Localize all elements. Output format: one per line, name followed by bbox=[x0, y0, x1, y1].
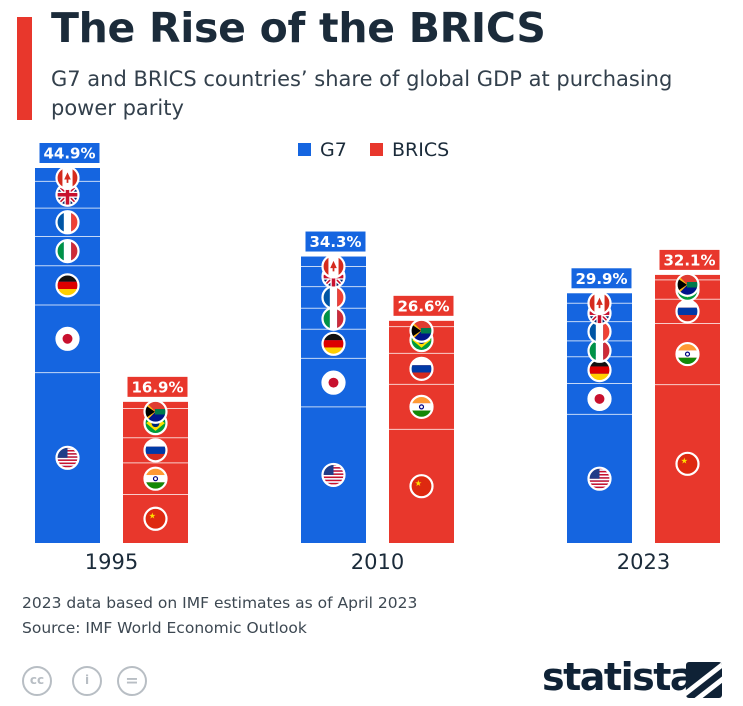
data-footnote: 2023 data based on IMF estimates as of A… bbox=[22, 594, 418, 612]
flag-france-icon bbox=[321, 285, 346, 310]
flag-united-states-icon bbox=[55, 445, 80, 470]
flag-south-africa-icon bbox=[675, 272, 700, 297]
source-note: Source: IMF World Economic Outlook bbox=[22, 619, 307, 637]
flag-germany-icon bbox=[321, 331, 346, 356]
chart-subtitle: G7 and BRICS countries’ share of global … bbox=[51, 67, 673, 120]
value-label-brics-2010: 26.6% bbox=[393, 295, 454, 316]
statista-logo[interactable]: statista bbox=[542, 655, 696, 699]
value-label-brics-1995: 16.9% bbox=[127, 376, 188, 397]
chart-legend: G7 BRICS bbox=[298, 139, 449, 161]
flag-russia-icon bbox=[675, 299, 700, 324]
flag-russia-icon bbox=[143, 438, 168, 463]
no-derivatives-icon[interactable]: = bbox=[117, 666, 147, 696]
flag-south-africa-icon bbox=[409, 318, 434, 343]
x-tick-label-1995: 1995 bbox=[85, 550, 138, 574]
flag-canada-icon bbox=[321, 254, 346, 279]
attribution-icon[interactable]: i bbox=[72, 666, 102, 696]
legend-swatch-g7 bbox=[298, 143, 311, 156]
stacked-bar-chart: G7 BRICS 44.9% ★ 16.9% 1995 34.3% ★ 26.6% 2010 29.… bbox=[35, 139, 720, 574]
bar-brics-2010 bbox=[389, 320, 454, 543]
legend-swatch-brics bbox=[370, 143, 383, 156]
legend-label-brics: BRICS bbox=[392, 139, 449, 161]
flag-canada-icon bbox=[55, 165, 80, 190]
legend-label-g7: G7 bbox=[320, 139, 347, 161]
flag-india-icon bbox=[675, 341, 700, 367]
flag-japan-icon bbox=[587, 386, 612, 412]
flag-china-icon: ★ bbox=[675, 451, 700, 476]
svg-text:★: ★ bbox=[681, 456, 688, 466]
statista-logo-mark-icon[interactable] bbox=[686, 662, 722, 698]
flag-france-icon bbox=[55, 210, 80, 235]
svg-text:★: ★ bbox=[415, 478, 422, 488]
x-tick-label-2023: 2023 bbox=[617, 550, 670, 574]
chart-title: The Rise of the BRICS bbox=[51, 4, 546, 52]
flag-india-icon bbox=[143, 466, 168, 491]
svg-text:26.6%: 26.6% bbox=[397, 297, 449, 315]
flag-united-states-icon bbox=[587, 466, 612, 491]
title-accent-bar bbox=[17, 17, 32, 120]
value-label-g7-1995: 44.9% bbox=[39, 143, 100, 163]
svg-text:★: ★ bbox=[149, 511, 156, 521]
flag-united-states-icon bbox=[321, 462, 346, 488]
flag-japan-icon bbox=[321, 370, 346, 395]
flag-italy-icon bbox=[321, 306, 346, 331]
value-label-brics-2023: 32.1% bbox=[659, 249, 720, 270]
svg-text:34.3%: 34.3% bbox=[309, 233, 361, 251]
flag-china-icon: ★ bbox=[409, 474, 434, 499]
flag-south-africa-icon bbox=[143, 399, 168, 424]
flag-japan-icon bbox=[55, 326, 80, 351]
value-label-g7-2023: 29.9% bbox=[571, 268, 632, 289]
flag-canada-icon bbox=[587, 291, 612, 316]
flag-germany-icon bbox=[55, 273, 80, 298]
flag-china-icon: ★ bbox=[143, 506, 168, 531]
svg-text:44.9%: 44.9% bbox=[43, 145, 95, 163]
svg-text:16.9%: 16.9% bbox=[131, 378, 183, 396]
x-tick-label-2010: 2010 bbox=[351, 550, 404, 574]
svg-text:29.9%: 29.9% bbox=[575, 270, 627, 288]
creative-commons-icon[interactable]: cc bbox=[22, 666, 52, 696]
flag-russia-icon bbox=[409, 356, 434, 381]
flag-india-icon bbox=[409, 394, 434, 419]
value-label-g7-2010: 34.3% bbox=[305, 231, 366, 252]
flag-italy-icon bbox=[55, 239, 80, 264]
svg-text:32.1%: 32.1% bbox=[663, 251, 715, 269]
